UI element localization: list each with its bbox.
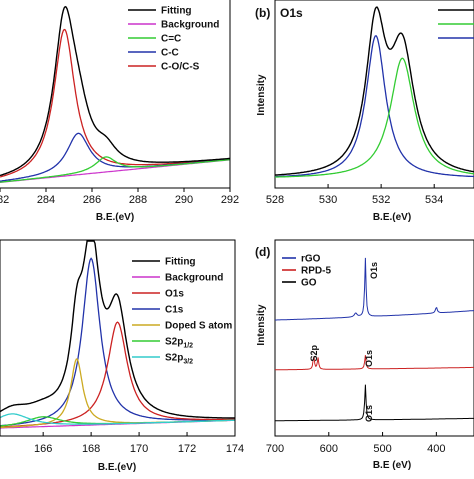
- fitting-curve: [274, 6, 474, 176]
- legend-label: C-O/C-S: [161, 62, 200, 73]
- panel-c-curves: [0, 240, 236, 429]
- panel-d-x-label: B.E (eV): [373, 460, 411, 471]
- x-tick-label: 166: [34, 443, 52, 455]
- legend-label: C-C: [161, 48, 179, 59]
- legend-label: C=C: [161, 34, 181, 45]
- component-curve: [0, 321, 235, 428]
- x-tick-label: 500: [373, 443, 391, 455]
- x-tick-label: 174: [226, 443, 244, 455]
- x-tick-label: 400: [427, 443, 445, 455]
- x-tick-label: 172: [178, 443, 196, 455]
- x-tick-label: 290: [175, 194, 193, 206]
- panel-a-curves: [0, 5, 231, 183]
- x-tick-label: 530: [319, 194, 337, 206]
- x-tick-label: 284: [37, 194, 55, 206]
- x-tick-label: 292: [221, 194, 239, 206]
- peak-annotation: O1s: [364, 405, 374, 422]
- x-tick-label: 282: [0, 194, 9, 206]
- legend-label: Fitting: [161, 6, 192, 17]
- component-curve: [0, 28, 231, 178]
- fitting-curve: [0, 240, 236, 419]
- legend-label: Doped S atom: [165, 321, 232, 332]
- GO-spectrum: [275, 384, 474, 422]
- panel-d-curves: [274, 257, 474, 422]
- panel-b-legend: Fitting: [438, 9, 474, 39]
- panel-c-legend: Fitting Background O1s C1s Doped S atom S2p1/…: [132, 257, 232, 366]
- x-tick-label: 528: [266, 194, 284, 206]
- x-tick-label: 168: [82, 443, 100, 455]
- peak-annotation: O1s: [364, 350, 374, 367]
- component-curve: [0, 156, 231, 183]
- legend-label: RPD-5: [301, 266, 331, 277]
- panel-d: (d) Intensity 700 600 500 400 B.E (eV) rGOR…: [255, 239, 474, 471]
- panel-b-frame: [274, 0, 474, 189]
- rGO-spectrum: [275, 257, 474, 321]
- panel-a-ticks: 282 284 286 288 290 292: [0, 188, 239, 206]
- panel-c-x-label: B.E.(eV): [98, 462, 136, 473]
- peak-annotation: O1s: [369, 262, 379, 279]
- component-curve: [275, 35, 474, 178]
- legend-label: Background: [161, 20, 219, 31]
- panel-d-label: (d): [255, 245, 270, 259]
- panel-b: (b) O1s Intensity 528 530 532 534 B.E.(eV) …: [255, 0, 474, 223]
- panel-b-label: (b): [255, 6, 270, 20]
- x-tick-label: 286: [83, 194, 101, 206]
- panel-d-y-label: Intensity: [256, 304, 267, 346]
- x-tick-label: 170: [130, 443, 148, 455]
- RPD-5-spectrum: [274, 355, 474, 371]
- panel-a: 282 284 286 288 290 292 B.E.(eV) Fitting Backg…: [0, 0, 239, 223]
- x-tick-label: 288: [129, 194, 147, 206]
- panel-d-frame: [274, 239, 474, 437]
- legend-label: Background: [165, 273, 223, 284]
- legend-label: O1s: [165, 289, 184, 300]
- panel-c: 166 168 170 172 174 B.E.(eV) Fitting Backgrou…: [0, 239, 244, 473]
- panel-b-y-label: Intensity: [256, 74, 267, 116]
- panel-b-curves: [274, 6, 474, 178]
- panel-d-ticks: 700 600 500 400: [266, 432, 446, 455]
- x-tick-label: 532: [372, 194, 390, 206]
- legend-label: C1s: [165, 305, 184, 316]
- legend-label: GO: [301, 278, 317, 289]
- panel-c-ticks: 166 168 170 172 174: [34, 432, 244, 455]
- peak-annotation: S2p: [309, 345, 319, 362]
- x-tick-label: 600: [320, 443, 338, 455]
- panel-a-legend: Fitting Background C=C C-C C-O/C-S: [128, 6, 219, 73]
- legend-label: S2p1/2: [165, 337, 193, 350]
- x-tick-label: 534: [425, 194, 443, 206]
- panel-a-x-label: B.E.(eV): [96, 212, 134, 223]
- fitting-curve: [0, 5, 230, 177]
- x-tick-label: 700: [266, 443, 284, 455]
- legend-label: Fitting: [165, 257, 196, 268]
- panel-b-x-label: B.E.(eV): [373, 212, 411, 223]
- panel-c-frame: [0, 239, 236, 437]
- panel-b-ticks: 528 530 532 534: [266, 184, 443, 206]
- legend-label: rGO: [301, 254, 321, 265]
- panel-b-title: O1s: [280, 6, 303, 20]
- panel-d-annotations: O1s S2p O1s O1s: [309, 262, 379, 422]
- component-curve: [0, 413, 235, 425]
- legend-label: S2p3/2: [165, 353, 193, 366]
- component-curve: [275, 57, 474, 178]
